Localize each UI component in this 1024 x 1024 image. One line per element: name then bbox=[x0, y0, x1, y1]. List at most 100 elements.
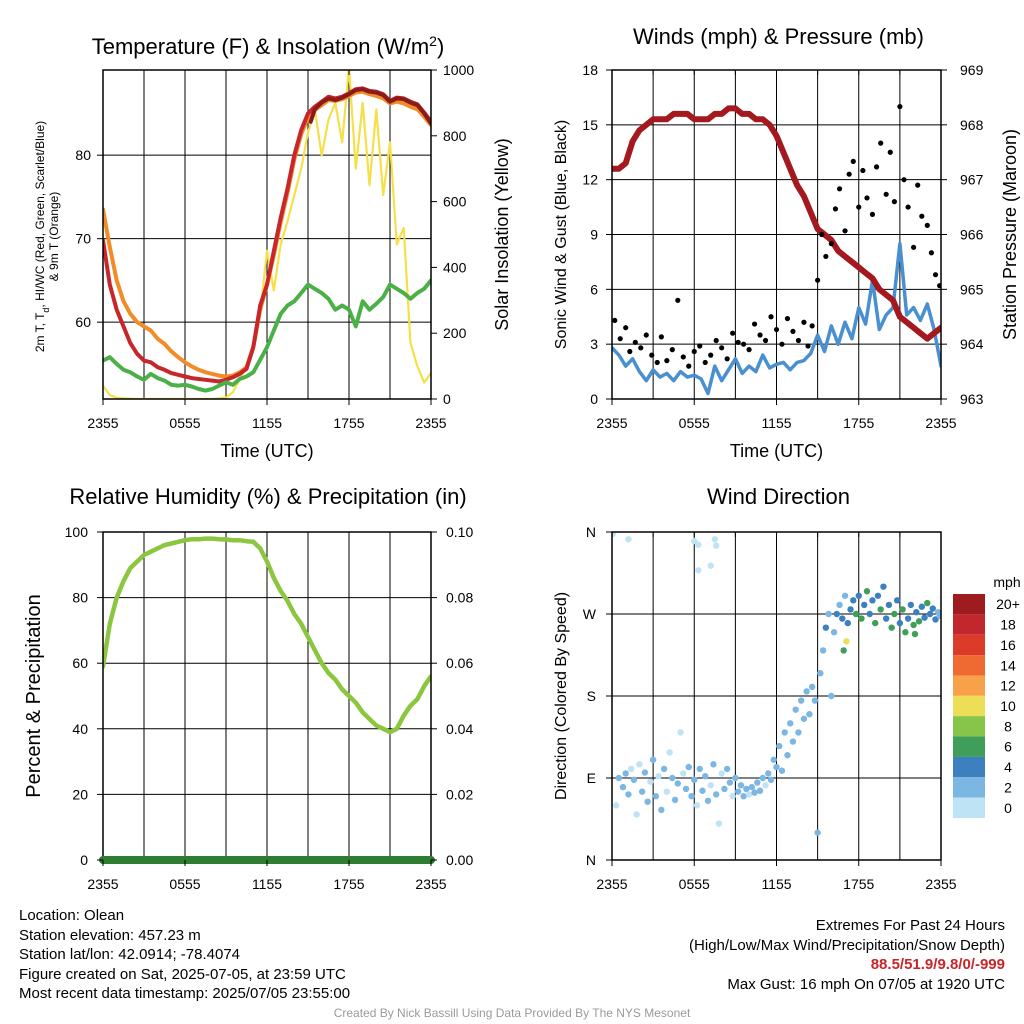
series-line bbox=[103, 70, 431, 399]
chart-title: Relative Humidity (%) & Precipitation (i… bbox=[69, 484, 466, 509]
legend-swatch bbox=[953, 675, 985, 696]
x-tick-label: 2355 bbox=[925, 876, 956, 892]
direction-point bbox=[910, 621, 917, 629]
y-left-tick-label: 60 bbox=[75, 314, 91, 330]
legend-label: 10 bbox=[1000, 698, 1016, 714]
gust-point bbox=[735, 339, 741, 345]
direction-point bbox=[655, 772, 662, 780]
figure-created: Figure created on Sat, 2025-07-05, at 23… bbox=[19, 965, 346, 983]
gust-point bbox=[623, 325, 629, 331]
gust-point bbox=[768, 314, 774, 320]
y-left-tick-label: 15 bbox=[582, 117, 598, 133]
wind-line bbox=[612, 241, 941, 396]
gust-point bbox=[638, 345, 644, 351]
series-line bbox=[308, 87, 431, 126]
direction-point bbox=[638, 788, 646, 795]
direction-point bbox=[819, 647, 827, 654]
y-right-tick-label: 0.08 bbox=[446, 590, 473, 606]
direction-point bbox=[872, 619, 879, 627]
gust-point bbox=[654, 359, 660, 366]
gust-point bbox=[680, 354, 686, 360]
x-tick-label: 1755 bbox=[333, 876, 364, 892]
direction-point bbox=[913, 608, 920, 616]
direction-point bbox=[712, 542, 720, 549]
max-gust: Max Gust: 16 mph On 07/05 at 1920 UTC bbox=[727, 975, 1005, 993]
station-info: Location: Olean Station elevation: 457.2… bbox=[19, 906, 350, 1004]
direction-point bbox=[693, 802, 701, 809]
credit-line: Created By Nick Bassill Using Data Provi… bbox=[333, 1006, 691, 1020]
direction-point bbox=[806, 711, 813, 718]
legend-swatch bbox=[953, 594, 985, 615]
direction-point bbox=[695, 541, 702, 548]
direction-point bbox=[711, 536, 719, 543]
direction-point bbox=[888, 624, 895, 631]
gust-point bbox=[828, 241, 834, 247]
direction-point bbox=[808, 683, 816, 691]
gust-point bbox=[713, 337, 719, 344]
y-right-tick-label: 965 bbox=[960, 281, 984, 297]
direction-point bbox=[847, 606, 854, 613]
series-line bbox=[103, 278, 431, 393]
direction-point bbox=[737, 782, 745, 789]
x-tick-label: 2355 bbox=[415, 876, 446, 892]
direction-point bbox=[641, 769, 649, 776]
direction-point bbox=[926, 610, 934, 618]
gust-point bbox=[915, 182, 921, 188]
direction-point bbox=[863, 588, 871, 595]
direction-point bbox=[855, 592, 862, 599]
y-left-tick-label: 70 bbox=[75, 231, 91, 247]
direction-point bbox=[612, 802, 620, 809]
direction-point bbox=[748, 783, 756, 791]
legend-swatch bbox=[953, 756, 985, 778]
direction-point bbox=[704, 797, 712, 804]
direction-point bbox=[907, 601, 915, 609]
direction-point bbox=[759, 774, 766, 782]
direction-point bbox=[756, 787, 764, 794]
x-axis-label: Time (UTC) bbox=[220, 441, 313, 461]
y-right-label: Solar Insolation (Yellow) bbox=[492, 138, 512, 330]
legend-label: 14 bbox=[1000, 657, 1016, 673]
y-left-tick-label: S bbox=[587, 688, 596, 704]
direction-point bbox=[936, 612, 941, 620]
gust-point bbox=[675, 297, 681, 303]
direction-point bbox=[828, 692, 835, 700]
panel-3: 2355 0555 1155 1755 2355 0 20 40 60 80 100 0.00 0.02… bbox=[23, 484, 473, 892]
extremes-title: Extremes For Past 24 Hours bbox=[815, 917, 1005, 934]
x-tick-label: 1755 bbox=[843, 876, 874, 892]
direction-point bbox=[893, 597, 901, 604]
direction-point bbox=[852, 610, 860, 618]
direction-point bbox=[674, 780, 681, 787]
legend-swatch bbox=[953, 777, 985, 798]
gust-point bbox=[836, 186, 843, 192]
direction-point bbox=[710, 761, 717, 768]
direction-point bbox=[636, 761, 643, 768]
direction-point bbox=[732, 774, 739, 782]
y-right-tick-label: 963 bbox=[960, 391, 984, 407]
legend-label: 8 bbox=[1004, 718, 1012, 734]
title-text: Temperature (F) & Insolation (W/m bbox=[92, 34, 429, 59]
y-right-tick-label: 968 bbox=[960, 117, 984, 133]
x-tick-label: 0555 bbox=[169, 876, 200, 892]
legend-label: 2 bbox=[1004, 779, 1012, 795]
x-tick-label: 0555 bbox=[679, 876, 710, 892]
gust-point bbox=[627, 348, 633, 355]
ylabel-sub: d bbox=[41, 308, 51, 313]
gust-point bbox=[891, 199, 897, 205]
gust-point bbox=[883, 191, 889, 197]
direction-point bbox=[671, 796, 679, 804]
direction-point bbox=[729, 793, 736, 800]
gust-point bbox=[842, 228, 848, 234]
gust-point bbox=[795, 337, 802, 344]
direction-point bbox=[770, 756, 777, 763]
gust-point bbox=[869, 211, 876, 217]
direction-point bbox=[622, 770, 629, 777]
gust-point bbox=[658, 334, 664, 340]
direction-point bbox=[612, 532, 616, 538]
y-left-tick-label: W bbox=[583, 606, 597, 622]
direction-point bbox=[625, 536, 632, 543]
legend-swatch bbox=[953, 655, 985, 676]
gust-point bbox=[746, 347, 752, 353]
direction-point bbox=[896, 619, 904, 627]
y-left-tick-label: 12 bbox=[582, 172, 598, 188]
gust-point bbox=[887, 149, 893, 155]
